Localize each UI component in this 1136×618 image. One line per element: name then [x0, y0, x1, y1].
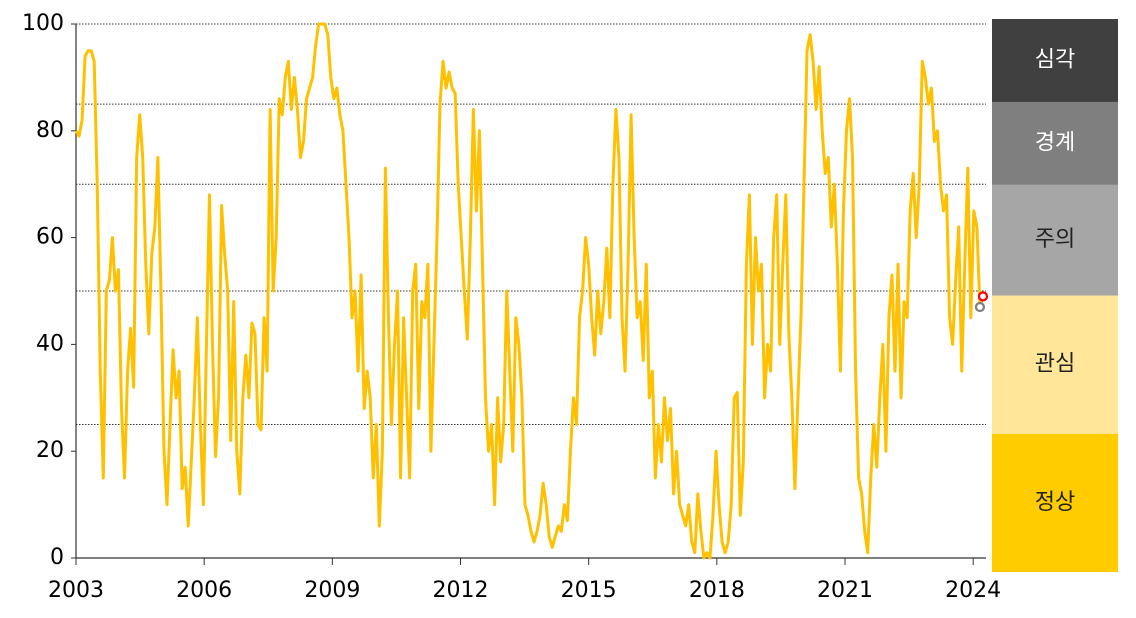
level-bands: 정상 관심 주의 경계 심각: [992, 19, 1118, 572]
level-label: 경계: [1035, 130, 1075, 155]
x-tick-label: 2018: [689, 578, 745, 603]
level-label: 심각: [1035, 47, 1075, 72]
end-marker: [974, 301, 986, 313]
x-tick-label: 2009: [304, 578, 360, 603]
y-tick-label: 40: [36, 331, 64, 356]
level-band: [992, 101, 1118, 185]
y-tick-label: 80: [36, 118, 64, 143]
x-tick-label: 2024: [945, 578, 1001, 603]
x-tick-label: 2012: [433, 578, 489, 603]
level-band: [992, 433, 1118, 572]
level-label: 주의: [1035, 227, 1075, 252]
axes: 0 20 40 60 80 100 2003 2006 2009 2012 2015 2018 2021…: [22, 11, 1001, 603]
y-tick-label: 20: [36, 438, 64, 463]
level-band: [992, 295, 1118, 434]
data-line: [74, 22, 985, 560]
y-tick-label: 60: [36, 225, 64, 250]
x-tick-label: 2003: [48, 578, 104, 603]
y-tick-label: 0: [50, 545, 64, 570]
x-tick-label: 2006: [176, 578, 232, 603]
end-marker: [977, 291, 989, 302]
level-label: 정상: [1035, 490, 1075, 515]
y-tick-label: 100: [22, 11, 64, 36]
x-tick-label: 2021: [817, 578, 873, 603]
level-label: 관심: [1035, 352, 1075, 377]
plot: [74, 22, 989, 560]
level-band: [992, 184, 1118, 296]
x-tick-label: 2015: [561, 578, 617, 603]
level-band: [992, 19, 1118, 102]
